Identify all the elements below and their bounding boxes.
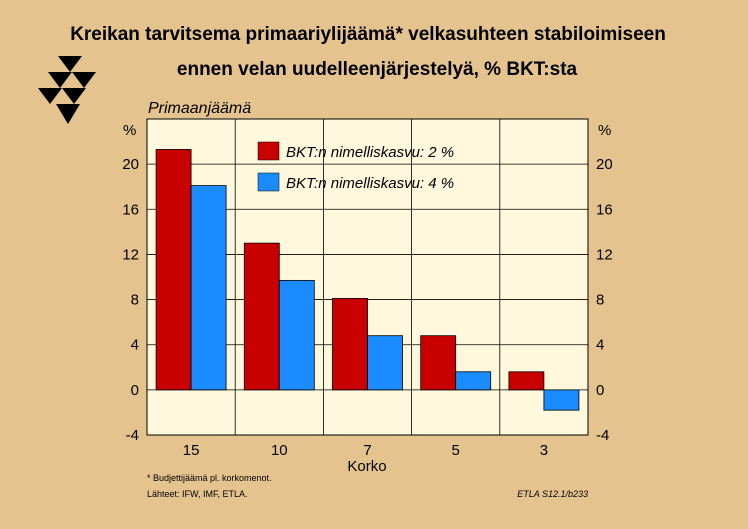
bar-series-1-10 — [243, 242, 280, 391]
y-tick-left: 8 — [131, 292, 139, 309]
y-tick-right: 16 — [596, 201, 613, 218]
source-note: Lähteet: IFW, IMF, ETLA. — [147, 489, 248, 499]
chart-code: ETLA S12.1/b233 — [517, 489, 588, 499]
chart-title: Kreikan tarvitsema primaariylijäämä* vel… — [70, 24, 666, 45]
x-ticks: 15 10 7 5 3 — [183, 442, 548, 459]
y-axis-title: Primaanjäämä — [148, 100, 251, 117]
y-tick-left: 20 — [122, 156, 139, 173]
x-tick-label: 3 — [540, 442, 548, 459]
bar-series-1-15 — [155, 149, 192, 391]
bar-series-1-5 — [420, 335, 457, 391]
y-axis-unit-right: % — [598, 122, 611, 139]
legend: BKT:n nimelliskasvu: 2 % BKT:n nimellisk… — [257, 141, 454, 192]
y-tick-left: 4 — [131, 337, 139, 354]
legend-label-series-1: BKT:n nimelliskasvu: 2 % — [286, 144, 454, 161]
chart-subtitle: ennen velan uudelleenjärjestelyä, % BKT:… — [177, 59, 578, 80]
y-tick-left: 12 — [122, 246, 139, 263]
y-tick-right: -4 — [596, 427, 609, 444]
y-tick-left: 0 — [131, 382, 139, 399]
footnote: * Budjettijäämä pl. korkomenot. — [147, 473, 272, 483]
y-tick-left: 16 — [122, 201, 139, 218]
y-tick-right: 12 — [596, 246, 613, 263]
bars — [155, 149, 580, 411]
y-ticks-right: -4 0 4 8 12 16 20 — [596, 156, 613, 444]
bar-series-1-7 — [332, 298, 368, 391]
bar-series-2-7 — [367, 335, 403, 391]
y-tick-right: 4 — [596, 337, 604, 354]
x-axis-title: Korko — [347, 458, 386, 475]
bar-series-1-3 — [508, 371, 545, 391]
y-axis-unit-left: % — [123, 122, 136, 139]
legend-swatch-series-2 — [257, 172, 280, 192]
bar-series-2-10 — [278, 279, 315, 391]
y-tick-right: 8 — [596, 292, 604, 309]
x-tick-label: 7 — [363, 442, 371, 459]
x-tick-label: 15 — [183, 442, 200, 459]
y-tick-right: 0 — [596, 382, 604, 399]
bar-series-2-3 — [543, 389, 580, 411]
y-tick-left: -4 — [126, 427, 139, 444]
bar-series-2-15 — [190, 185, 227, 391]
y-ticks-left: -4 0 4 8 12 16 20 — [122, 156, 139, 444]
legend-label-series-2: BKT:n nimelliskasvu: 4 % — [286, 175, 454, 192]
x-tick-label: 10 — [271, 442, 288, 459]
x-tick-label: 5 — [452, 442, 460, 459]
bar-series-2-5 — [455, 371, 492, 391]
etla-logo-icon — [38, 56, 96, 124]
legend-swatch-series-1 — [257, 141, 280, 161]
y-tick-right: 20 — [596, 156, 613, 173]
